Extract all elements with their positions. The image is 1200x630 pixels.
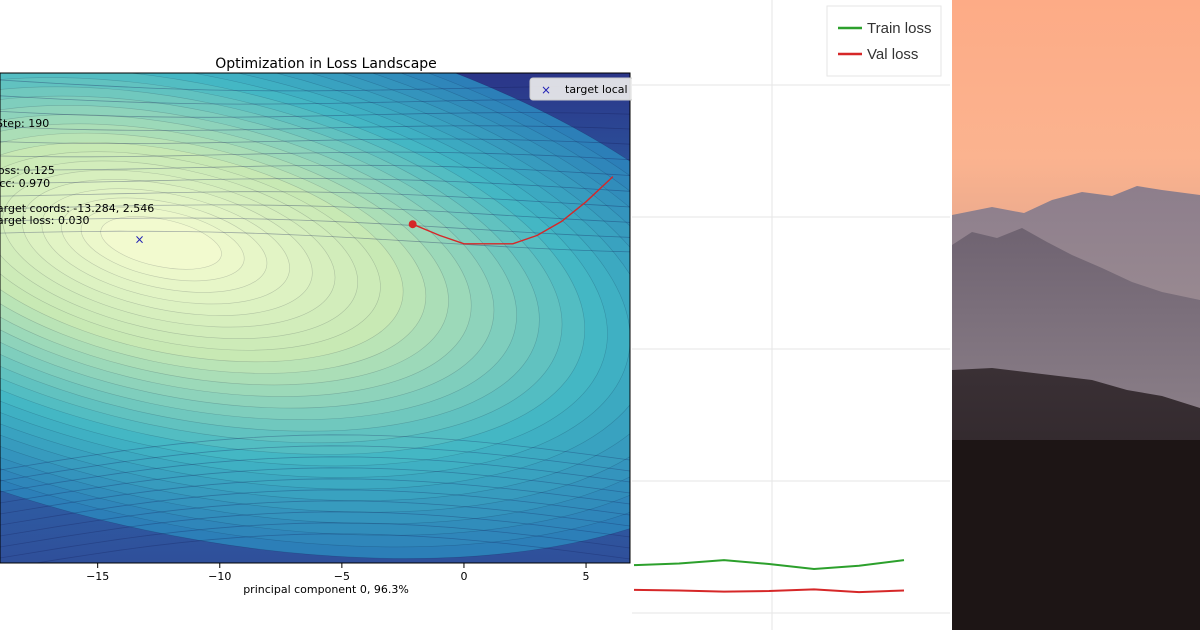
contour-line bbox=[34, 533, 630, 563]
stat-step: Step: 190 bbox=[0, 117, 49, 130]
plot-area: × bbox=[0, 73, 630, 563]
legend-label: target local bbox=[565, 83, 628, 96]
contour-levels bbox=[0, 73, 630, 559]
legend-label-val: Val loss bbox=[867, 46, 918, 63]
contour-line bbox=[0, 164, 630, 176]
x-tick-label: −10 bbox=[208, 570, 231, 583]
target-marker: × bbox=[135, 233, 145, 247]
contour-bands bbox=[0, 79, 630, 563]
contour-line bbox=[0, 478, 630, 515]
plot-frame bbox=[0, 72, 631, 564]
loss-curve-panel: Train loss Val loss bbox=[632, 0, 952, 630]
legend-box bbox=[826, 5, 942, 77]
contour-line bbox=[0, 95, 630, 105]
contour-line bbox=[0, 217, 630, 238]
contour-line bbox=[0, 489, 630, 526]
contour-line bbox=[0, 138, 630, 145]
loss-landscape-panel: Optimization in Loss Landscape × −15 −10−… bbox=[0, 56, 632, 596]
contour-line bbox=[0, 178, 630, 192]
x-tick-label: 5 bbox=[583, 570, 590, 583]
x-tick-label: −5 bbox=[334, 570, 350, 583]
stat-target-loss: Target loss: 0.030 bbox=[0, 214, 89, 227]
contour-line bbox=[0, 511, 630, 548]
contour-line bbox=[0, 445, 630, 482]
stat-acc: Acc: 0.970 bbox=[0, 177, 50, 190]
stats-annotation: Step: 190 Loss: 0.125 Acc: 0.970 Target … bbox=[0, 117, 154, 227]
foreground-shadow bbox=[952, 440, 1200, 630]
legend: × target local bbox=[529, 77, 632, 101]
series-line-val bbox=[633, 588, 905, 594]
legend-marker: × bbox=[541, 83, 551, 97]
chart-title: Optimization in Loss Landscape bbox=[215, 56, 437, 72]
contour-line bbox=[0, 110, 630, 118]
legend-box bbox=[529, 77, 632, 101]
contour-level bbox=[100, 216, 222, 270]
x-tick-label: 0 bbox=[460, 570, 467, 583]
x-tick-label: −15 bbox=[86, 570, 109, 583]
contour-line bbox=[0, 191, 630, 208]
contour-line bbox=[0, 456, 630, 493]
series-lines bbox=[633, 559, 905, 594]
trajectory-line bbox=[412, 176, 614, 245]
mountain-photo bbox=[952, 0, 1200, 630]
contour-line bbox=[0, 500, 630, 537]
legend: Train loss Val loss bbox=[826, 5, 942, 77]
contour-line bbox=[0, 204, 630, 223]
contour-line bbox=[0, 522, 630, 559]
contour-line bbox=[0, 125, 630, 131]
contour-line bbox=[0, 151, 630, 161]
stat-loss: Loss: 0.125 bbox=[0, 164, 55, 177]
contour-line bbox=[0, 230, 630, 253]
loss-curve-chart: Train loss Val loss bbox=[632, 0, 950, 630]
contour-line bbox=[0, 79, 630, 92]
trajectory-layer: × bbox=[135, 176, 614, 247]
contour-line bbox=[0, 467, 630, 504]
contour-line bbox=[0, 434, 630, 471]
loss-landscape-chart: Optimization in Loss Landscape × −15 −10−… bbox=[0, 56, 632, 596]
grid bbox=[632, 0, 950, 630]
x-axis-ticks: −15 −10 −5 0 5 bbox=[86, 563, 590, 583]
stat-target-coords: Target coords: -13.284, 2.546 bbox=[0, 202, 154, 215]
legend-label-train: Train loss bbox=[867, 20, 931, 37]
x-axis-label: principal component 0, 96.3% bbox=[243, 583, 409, 596]
current-point-marker bbox=[408, 220, 417, 229]
series-line-train bbox=[633, 559, 905, 571]
mountain-sunset-illustration bbox=[952, 0, 1200, 630]
